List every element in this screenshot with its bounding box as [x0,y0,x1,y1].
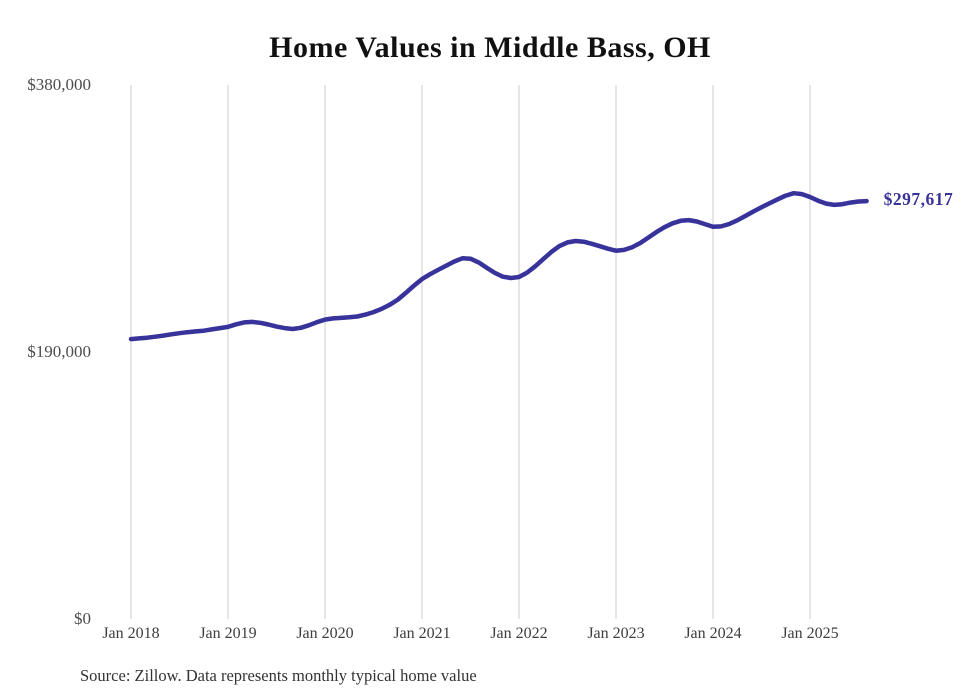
x-tick-label: Jan 2023 [587,625,645,642]
x-tick-label: Jan 2021 [393,625,451,642]
x-tick-label: Jan 2019 [199,625,257,642]
x-tick-label: Jan 2024 [684,625,742,642]
x-tick-label: Jan 2020 [296,625,354,642]
vertical-gridlines [130,85,811,619]
chart-title: Home Values in Middle Bass, OH [269,31,711,64]
y-tick-label: $380,000 [27,75,91,95]
home-value-line [128,190,869,342]
x-tick-label: Jan 2022 [490,625,548,642]
x-tick-label: Jan 2018 [102,625,160,642]
latest-value-label: $297,617 [883,189,954,210]
y-tick-label: $190,000 [27,342,91,362]
y-tick-label: $0 [74,609,91,629]
x-tick-label: Jan 2025 [781,625,839,642]
source-note: Source: Zillow. Data represents monthly … [80,666,477,685]
